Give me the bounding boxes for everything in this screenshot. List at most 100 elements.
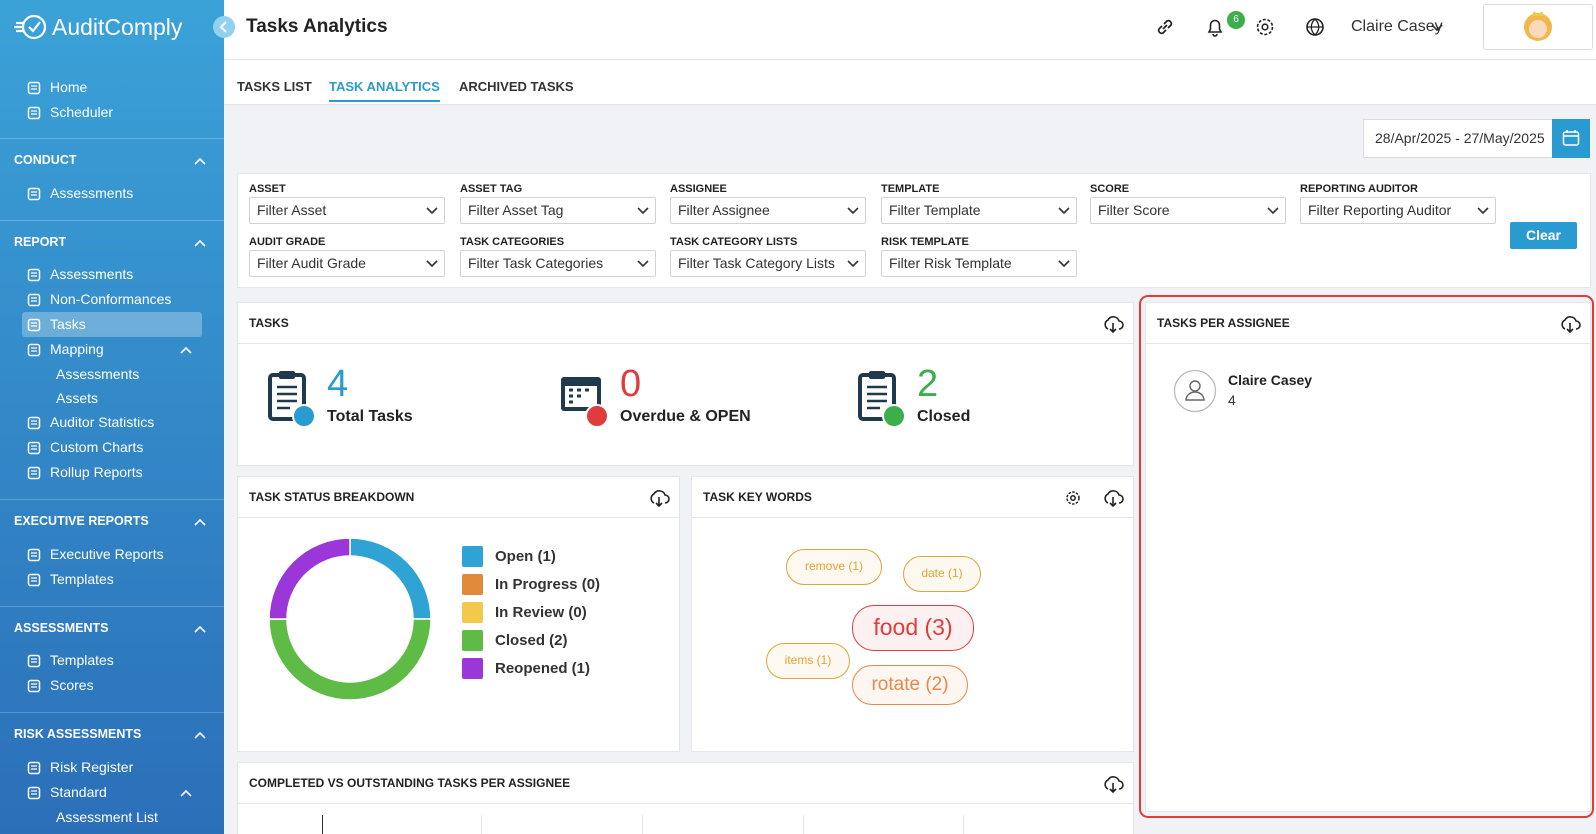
filter-select[interactable]: Filter Task Categories <box>460 250 656 277</box>
nav-section-title[interactable]: EXECUTIVE REPORTS <box>0 508 224 534</box>
nav-item[interactable]: Assessments <box>22 181 202 206</box>
nav-item[interactable]: Tasks <box>22 312 202 337</box>
nav-label[interactable]: Standard <box>50 783 107 800</box>
download-icon[interactable] <box>1102 489 1124 507</box>
nav-label[interactable]: Templates <box>50 652 114 668</box>
nav-section-title[interactable]: ASSESSMENTS <box>0 615 224 641</box>
legend-swatch <box>462 602 483 623</box>
nav-section-title[interactable]: CONDUCT <box>0 147 224 173</box>
nav-item[interactable]: Templates <box>22 648 202 673</box>
stat-value: 2 <box>917 363 939 405</box>
icon-shape <box>27 654 41 668</box>
nav-item[interactable]: Scheduler <box>22 100 202 125</box>
user-name[interactable]: Claire Casey <box>1351 18 1443 35</box>
nav-label[interactable]: Non-Conformances <box>50 291 172 307</box>
download-icon[interactable] <box>648 489 670 507</box>
filter-select[interactable]: Filter Assignee <box>670 197 866 224</box>
sidebar: AuditComply Home Scheduler CONDUCT Assessmen… <box>0 0 224 834</box>
nav-item[interactable]: Standard <box>22 780 202 805</box>
filter-select[interactable]: Filter Audit Grade <box>249 250 445 277</box>
avatar-box[interactable] <box>1483 4 1593 50</box>
filter-label: ASSIGNEE <box>670 183 727 195</box>
nav-label[interactable]: Assessments <box>50 266 134 282</box>
stat-label: Total Tasks <box>327 408 413 425</box>
avatar-crown <box>1532 11 1544 16</box>
cloud <box>1104 776 1124 790</box>
legend-label: Closed (2) <box>495 632 568 649</box>
tab[interactable]: TASKS LIST <box>237 79 312 94</box>
nav-item[interactable]: Home <box>22 75 202 100</box>
filter-select[interactable]: Filter Risk Template <box>881 250 1077 277</box>
nav-item[interactable]: Templates <box>22 567 202 592</box>
bell-path <box>1207 19 1223 37</box>
filter-select[interactable]: Filter Asset <box>249 197 445 224</box>
stat-label: Closed <box>917 408 971 425</box>
filter-select[interactable]: Filter Asset Tag <box>460 197 656 224</box>
calendar-button[interactable] <box>1552 119 1590 158</box>
nav-subitem[interactable]: Assessment List <box>56 808 158 825</box>
nav-item[interactable]: Custom Charts <box>22 435 202 460</box>
nav-item[interactable]: Non-Conformances <box>22 287 202 312</box>
link-icon[interactable] <box>1154 16 1176 38</box>
nav-subitem[interactable]: Assessments <box>56 366 140 382</box>
nav-item[interactable]: Risk Register <box>22 755 202 780</box>
cloud <box>650 490 670 504</box>
bell-icon[interactable] <box>1204 16 1226 38</box>
filter-select[interactable]: Filter Task Category Lists <box>670 250 866 277</box>
nav-item[interactable]: Scores <box>22 673 202 698</box>
language-icon[interactable] <box>1304 16 1326 38</box>
tab[interactable]: TASK ANALYTICS <box>329 79 440 102</box>
nav-icon <box>27 466 41 480</box>
collapse-circle <box>213 16 235 38</box>
chevron-path <box>194 157 206 165</box>
nav-item[interactable]: Assessments <box>22 262 202 287</box>
clear-button[interactable]: Clear <box>1510 222 1577 249</box>
tab[interactable]: ARCHIVED TASKS <box>459 79 574 94</box>
nav-section-title[interactable]: REPORT <box>0 229 224 255</box>
nav-label[interactable]: Templates <box>50 570 114 587</box>
chart-axis <box>322 815 323 834</box>
stat-label: Overdue & OPEN <box>620 408 751 425</box>
date-range[interactable]: 28/Apr/2025 - 27/May/2025 <box>1363 119 1553 158</box>
logo <box>14 14 47 40</box>
nav-label[interactable]: Scheduler <box>50 104 114 120</box>
nav-label[interactable]: Custom Charts <box>50 439 144 455</box>
collapse-button[interactable] <box>212 15 236 39</box>
nav-label[interactable]: Risk Register <box>50 758 134 775</box>
nav-icon <box>27 81 41 95</box>
chevron-icon <box>180 346 192 354</box>
nav-item[interactable]: Executive Reports <box>22 542 202 567</box>
nav-item[interactable]: Auditor Statistics <box>22 410 202 435</box>
icon-shape <box>27 466 41 480</box>
download-icon[interactable] <box>1102 775 1124 793</box>
nav-item[interactable]: Mapping <box>22 337 202 362</box>
nav-section-title[interactable]: RISK ASSESSMENTS <box>0 721 224 747</box>
filter-select[interactable]: Filter Template <box>881 197 1077 224</box>
nav-icon <box>27 786 41 799</box>
icon-line <box>31 297 37 302</box>
chevron-icon <box>847 260 859 268</box>
nav-icon <box>27 416 41 430</box>
filter-label: ASSET TAG <box>460 183 523 195</box>
nav-item[interactable]: Rollup Reports <box>22 460 202 485</box>
nav-subitem[interactable]: Assets <box>56 390 99 406</box>
download-icon[interactable] <box>1559 315 1581 333</box>
nav-label[interactable]: Rollup Reports <box>50 464 143 480</box>
nav-label[interactable]: Assessments <box>50 184 134 201</box>
filter-select[interactable]: Filter Reporting Auditor <box>1300 197 1496 224</box>
nav-label[interactable]: Tasks <box>50 316 86 332</box>
filter-select[interactable]: Filter Score <box>1090 197 1286 224</box>
nav-label[interactable]: Executive Reports <box>50 545 164 562</box>
download-icon[interactable] <box>1102 315 1124 333</box>
settings-icon[interactable] <box>1064 489 1082 507</box>
nav-label[interactable]: Mapping <box>50 341 104 357</box>
icon-line <box>31 470 37 475</box>
legend-label: In Progress (0) <box>495 576 601 593</box>
nav-label[interactable]: Auditor Statistics <box>50 414 155 430</box>
settings-icon[interactable] <box>1254 16 1276 38</box>
nav-label[interactable]: Home <box>50 79 88 95</box>
arrow <box>1109 497 1117 507</box>
nav-label[interactable]: Scores <box>50 677 94 693</box>
card-divider <box>692 517 1133 518</box>
